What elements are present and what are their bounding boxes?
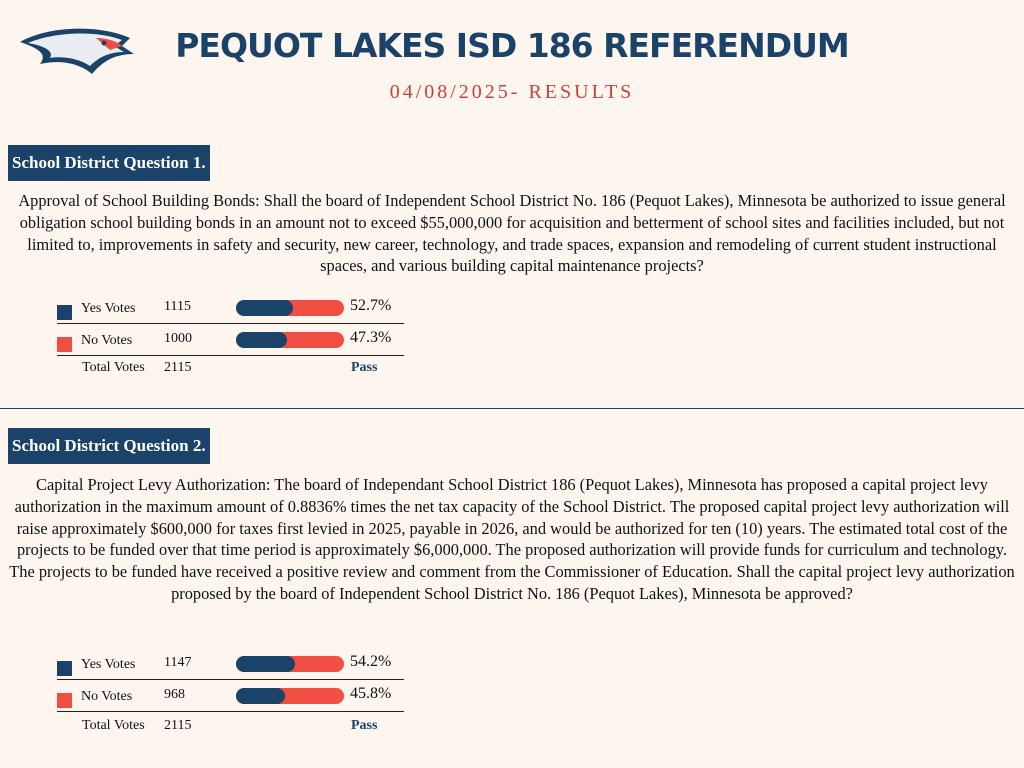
row-rule <box>57 711 404 712</box>
total-votes: 2115 <box>164 718 192 733</box>
subtitle: 04/08/2025- RESULTS <box>389 81 635 103</box>
result: Pass <box>351 718 378 733</box>
question-heading: School District Question 2. <box>8 428 210 464</box>
question-heading: School District Question 1. <box>8 145 210 181</box>
divider <box>0 408 1024 409</box>
logo <box>20 28 134 74</box>
question-text: Approval of School Building Bonds: Shall… <box>18 191 1006 276</box>
vote-count: 1000 <box>164 331 192 346</box>
total-label: Total Votes <box>82 360 145 375</box>
row-label: Yes Votes <box>81 657 136 672</box>
legend-swatch <box>57 693 72 708</box>
percent-label: 47.3% <box>350 329 392 346</box>
legend-swatch <box>57 337 72 352</box>
vote-count: 1115 <box>164 299 191 314</box>
legend-swatch <box>57 305 72 320</box>
row-label: Yes Votes <box>81 301 136 316</box>
percent-label: 45.8% <box>350 685 392 702</box>
legend-swatch <box>57 661 72 676</box>
total-votes: 2115 <box>164 360 192 375</box>
row-rule <box>57 355 404 356</box>
bar <box>236 300 293 316</box>
total-label: Total Votes <box>82 718 145 733</box>
percent-label: 54.2% <box>350 653 392 670</box>
row-rule <box>57 679 404 680</box>
title: PEQUOT LAKES ISD 186 REFERENDUM <box>175 26 850 65</box>
row-label: No Votes <box>81 333 133 348</box>
question-text: Capital Project Levy Authorization: The … <box>9 475 1015 603</box>
percent-label: 52.7% <box>350 297 392 314</box>
vote-count: 1147 <box>164 655 192 670</box>
result: Pass <box>351 360 378 375</box>
vote-count: 968 <box>164 687 185 702</box>
bar <box>236 332 288 348</box>
row-rule <box>57 323 404 324</box>
bar <box>236 688 286 704</box>
bar <box>236 656 295 672</box>
row-label: No Votes <box>81 689 133 704</box>
